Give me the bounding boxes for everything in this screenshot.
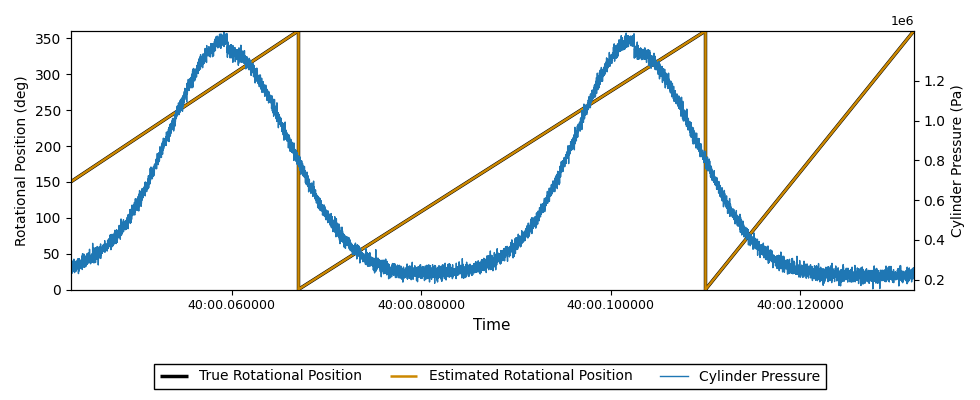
Cylinder Pressure (690, 140, 702, 144)
True Rotational Position (65, 180, 76, 184)
Estimated Rotational Position (65, 180, 76, 184)
Line: Cylinder Pressure: Cylinder Pressure (71, 31, 913, 289)
Estimated Rotational Position (907, 29, 919, 34)
Estimated Rotational Position (492, 160, 504, 165)
Y-axis label: Cylinder Pressure (Pa): Cylinder Pressure (Pa) (951, 84, 965, 237)
Cylinder Pressure (107, 237, 119, 242)
Cylinder Pressure (601, 68, 612, 73)
Estimated Rotational Position (728, 252, 740, 257)
Line: Estimated Rotational Position: Estimated Rotational Position (71, 31, 913, 290)
Cylinder Pressure (907, 266, 919, 271)
Y-axis label: Rotational Position (deg): Rotational Position (deg) (15, 75, 29, 246)
True Rotational Position (569, 111, 581, 116)
True Rotational Position (907, 29, 919, 34)
X-axis label: Time: Time (473, 318, 511, 333)
Cylinder Pressure (65, 263, 76, 268)
Estimated Rotational Position (256, 53, 268, 58)
True Rotational Position (408, 214, 419, 219)
True Rotational Position (538, 131, 550, 136)
Legend: True Rotational Position, Estimated Rotational Position, Cylinder Pressure: True Rotational Position, Estimated Rota… (155, 364, 825, 389)
Cylinder Pressure (735, 230, 747, 235)
True Rotational Position (492, 160, 504, 165)
Estimated Rotational Position (569, 111, 581, 116)
Cylinder Pressure (370, 255, 382, 260)
Text: 1e6: 1e6 (890, 16, 913, 28)
True Rotational Position (256, 53, 268, 58)
Estimated Rotational Position (538, 131, 550, 136)
True Rotational Position (728, 252, 740, 257)
Cylinder Pressure (564, 146, 575, 151)
Line: True Rotational Position: True Rotational Position (71, 31, 913, 290)
Estimated Rotational Position (408, 214, 419, 219)
Cylinder Pressure (867, 286, 879, 291)
Cylinder Pressure (218, 29, 229, 34)
